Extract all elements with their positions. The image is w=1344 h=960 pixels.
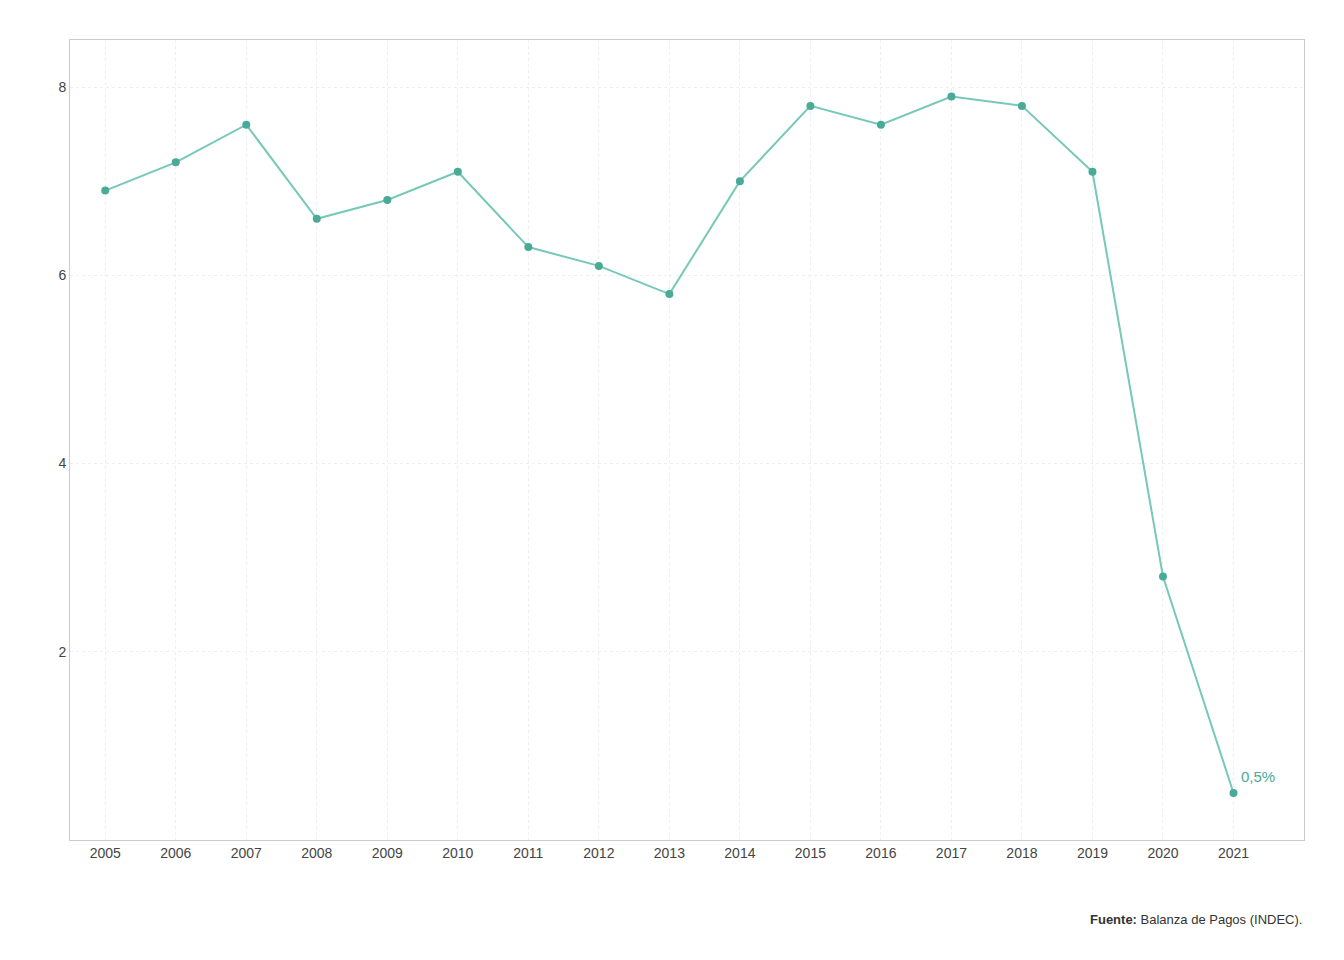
svg-text:2016: 2016 xyxy=(865,845,896,861)
svg-text:2: 2 xyxy=(58,644,66,660)
svg-text:Fuente: Balanza de Pagos (INDE: Fuente: Balanza de Pagos (INDEC). xyxy=(1090,912,1302,927)
svg-text:2020: 2020 xyxy=(1147,845,1178,861)
svg-text:2008: 2008 xyxy=(301,845,332,861)
svg-text:2009: 2009 xyxy=(372,845,403,861)
svg-text:2010: 2010 xyxy=(442,845,473,861)
svg-text:2005: 2005 xyxy=(90,845,121,861)
svg-text:4: 4 xyxy=(58,455,66,471)
svg-text:2007: 2007 xyxy=(231,845,262,861)
svg-text:0,5%: 0,5% xyxy=(1241,768,1275,785)
svg-text:2013: 2013 xyxy=(654,845,685,861)
svg-text:2021: 2021 xyxy=(1218,845,1249,861)
svg-text:6: 6 xyxy=(58,267,66,283)
svg-text:2006: 2006 xyxy=(160,845,191,861)
svg-text:2019: 2019 xyxy=(1077,845,1108,861)
svg-text:2012: 2012 xyxy=(583,845,614,861)
svg-text:2018: 2018 xyxy=(1006,845,1037,861)
svg-text:2017: 2017 xyxy=(936,845,967,861)
svg-text:8: 8 xyxy=(58,79,66,95)
svg-text:2011: 2011 xyxy=(513,845,543,861)
svg-text:2014: 2014 xyxy=(724,845,755,861)
svg-text:2015: 2015 xyxy=(795,845,826,861)
